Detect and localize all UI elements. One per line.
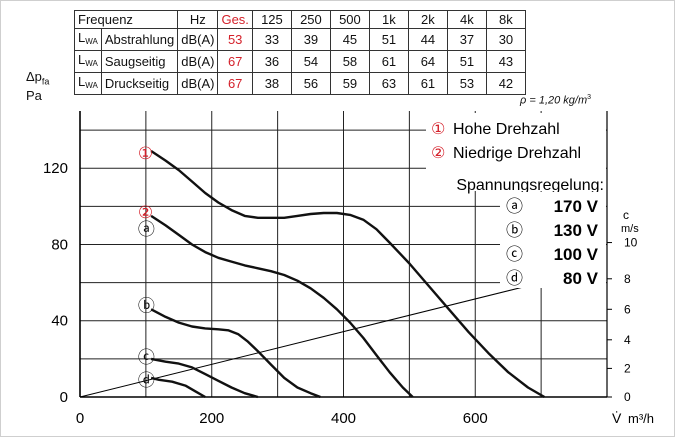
row-unit: dB(A) [177,28,219,51]
air-density-note: ρ = 1,20 kg/m3 [520,94,592,107]
y-axis-label: Δpfa Pa [26,69,50,103]
curve-label: ⓐ [138,220,155,239]
x-tick-label: 400 [331,410,356,427]
row-unit: dB(A) [177,72,219,95]
x-tick-label: 0 [76,410,84,427]
fan-curve [150,308,321,399]
fan-curve [150,357,259,399]
right-axis-tick-label: 8 [624,272,631,286]
regulation-box [500,192,606,288]
regulation-text: 80 V [563,269,599,288]
right-axis-tick-label: 6 [624,302,631,316]
cell-125: 38 [251,72,292,95]
x-tick-label: 200 [199,410,224,427]
cell-250: 56 [290,72,331,95]
cell-125: 36 [251,50,292,73]
header-8k: 8k [485,10,526,29]
table-row: LWA Abstrahlung dB(A) 53 33 39 45 51 44 … [74,28,526,51]
right-axis-tick-label: 2 [624,361,631,375]
cell-2k: 64 [407,50,448,73]
row-name: Abstrahlung [100,28,179,51]
x-axis-unit: m³/h [628,411,654,426]
regulation-title: Spannungsregelung: [456,177,604,194]
regulation-text: 130 V [554,221,599,240]
curve-label: ② [138,203,153,222]
header-hz: Hz [177,10,219,29]
y-tick-label: 40 [51,313,68,330]
legend-symbol: ① [431,121,445,138]
sound-power-table: Frequenz Hz Ges. 125 250 500 1k 2k 4k 8k… [73,10,526,95]
fan-curve [150,376,206,399]
velocity-line [79,282,542,398]
legend-text: Niedrige Drehzahl [453,145,581,162]
right-axis-tick-label: 0 [624,390,631,404]
cell-1k: 51 [368,28,409,51]
row-ges: 67 [217,72,253,95]
right-axis-label: c [623,208,629,222]
right-axis-tick-label: 10 [624,236,638,250]
y-tick-label: 0 [60,389,68,406]
y-tick-label: 120 [43,160,68,177]
legend-text: Hohe Drehzahl [453,121,560,138]
regulation-symbol: ⓑ [506,221,523,240]
cell-8k: 42 [485,72,526,95]
right-axis-tick-label: 4 [624,333,631,347]
regulation-symbol: ⓒ [506,245,523,264]
lwa-symbol: LWA [74,28,102,51]
cell-4k: 51 [446,50,487,73]
x-tick-label: 600 [463,410,488,427]
regulation-title-box [426,173,606,191]
fan-curve [150,149,546,399]
table-row: LWA Druckseitig dB(A) 67 38 56 59 63 61 … [74,72,526,95]
regulation-text: 170 V [554,197,599,216]
curve-label: ⓒ [138,348,155,367]
lwa-symbol: LWA [74,72,102,95]
table-header-row: Frequenz Hz Ges. 125 250 500 1k 2k 4k 8k [73,10,526,29]
cell-8k: 43 [485,50,526,73]
cell-1k: 63 [368,72,409,95]
row-name: Druckseitig [100,72,179,95]
y-axis-unit: Pa [26,87,42,103]
legend-box [426,113,606,173]
x-axis-label: V̇ [612,410,622,426]
regulation-symbol: ⓐ [506,197,523,216]
regulation-symbol: ⓓ [506,269,523,288]
right-axis-unit: m/s [621,223,639,235]
regulation-text: 100 V [554,245,599,264]
curve-label: ⓓ [138,371,155,390]
header-ges: Ges. [217,10,253,29]
legend-symbol: ② [431,145,445,162]
curve-label: ① [138,144,153,163]
y-tick-label: 80 [51,236,68,253]
cell-8k: 30 [485,28,526,51]
header-250: 250 [290,10,331,29]
curve-label: ⓑ [138,296,155,315]
fan-curve [150,214,414,398]
header-500: 500 [329,10,370,29]
table-row: LWA Saugseitig dB(A) 67 36 54 58 61 64 5… [74,50,526,73]
cell-500: 58 [329,50,370,73]
cell-500: 45 [329,28,370,51]
